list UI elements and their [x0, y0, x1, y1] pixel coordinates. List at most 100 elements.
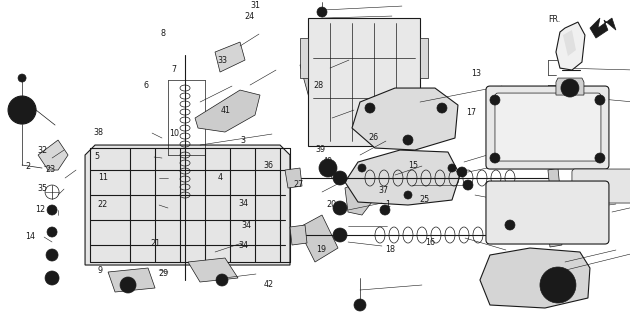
Polygon shape [85, 145, 290, 265]
Text: 14: 14 [25, 232, 35, 241]
Text: 28: 28 [314, 81, 324, 90]
Polygon shape [290, 225, 307, 245]
Text: 37: 37 [378, 186, 388, 195]
Text: 20: 20 [326, 200, 336, 209]
Text: 19: 19 [316, 245, 326, 254]
Polygon shape [556, 22, 585, 70]
Circle shape [553, 280, 563, 290]
Polygon shape [38, 140, 68, 170]
Circle shape [358, 164, 366, 172]
Circle shape [595, 153, 605, 163]
Text: 9: 9 [98, 266, 103, 275]
Circle shape [540, 267, 576, 303]
Circle shape [47, 205, 57, 215]
Text: 24: 24 [244, 12, 255, 20]
Circle shape [216, 274, 228, 286]
Polygon shape [345, 178, 375, 215]
Polygon shape [188, 258, 238, 282]
Text: 10: 10 [169, 129, 179, 138]
Circle shape [403, 135, 413, 145]
Text: 33: 33 [217, 56, 227, 65]
Text: 29: 29 [159, 269, 169, 278]
Text: 17: 17 [466, 108, 476, 117]
Text: 38: 38 [93, 128, 103, 137]
Circle shape [490, 95, 500, 105]
Circle shape [457, 167, 467, 177]
Text: 23: 23 [45, 165, 55, 174]
Text: 35: 35 [38, 184, 48, 193]
Text: 34: 34 [238, 241, 248, 250]
Text: 11: 11 [98, 173, 108, 182]
Text: 1: 1 [386, 200, 391, 209]
FancyBboxPatch shape [486, 86, 609, 169]
Circle shape [490, 153, 500, 163]
Text: 30: 30 [11, 109, 21, 118]
Text: 8: 8 [161, 29, 166, 38]
Polygon shape [300, 60, 335, 145]
Circle shape [501, 201, 509, 209]
Text: 27: 27 [293, 180, 303, 189]
Circle shape [47, 227, 57, 237]
Text: 3: 3 [241, 136, 246, 145]
Circle shape [18, 74, 26, 82]
Circle shape [365, 103, 375, 113]
Text: 39: 39 [315, 145, 325, 154]
Text: 42: 42 [263, 280, 273, 289]
Polygon shape [563, 30, 576, 56]
Circle shape [46, 249, 58, 261]
Text: 36: 36 [263, 161, 273, 170]
Text: 26: 26 [369, 133, 379, 142]
Circle shape [463, 180, 473, 190]
Text: 22: 22 [98, 200, 108, 209]
Polygon shape [548, 168, 560, 190]
Circle shape [380, 205, 390, 215]
Text: 5: 5 [94, 152, 100, 161]
Text: 4: 4 [217, 173, 222, 182]
Polygon shape [420, 38, 428, 78]
Text: 6: 6 [144, 81, 149, 90]
Polygon shape [215, 42, 245, 72]
Polygon shape [285, 168, 302, 188]
Circle shape [505, 220, 515, 230]
Text: 32: 32 [38, 146, 48, 155]
Text: 15: 15 [408, 161, 418, 170]
Polygon shape [480, 248, 590, 308]
Polygon shape [108, 268, 155, 292]
Text: 16: 16 [425, 238, 435, 247]
Circle shape [437, 103, 447, 113]
FancyBboxPatch shape [486, 181, 609, 244]
Circle shape [595, 95, 605, 105]
Text: FR.: FR. [548, 15, 560, 24]
Circle shape [45, 271, 59, 285]
Text: 12: 12 [35, 205, 45, 214]
Circle shape [333, 171, 347, 185]
Polygon shape [300, 38, 308, 78]
FancyBboxPatch shape [572, 169, 630, 203]
Circle shape [120, 277, 136, 293]
Text: 31: 31 [251, 1, 261, 10]
Polygon shape [556, 78, 584, 95]
Circle shape [317, 7, 327, 17]
Circle shape [333, 228, 347, 242]
Circle shape [8, 96, 36, 124]
Text: 2: 2 [25, 162, 30, 171]
Text: 40: 40 [323, 157, 333, 166]
Text: 13: 13 [471, 69, 481, 78]
Circle shape [333, 201, 347, 215]
Polygon shape [352, 88, 458, 150]
Polygon shape [345, 150, 460, 205]
Text: 34: 34 [238, 199, 248, 208]
Circle shape [561, 79, 579, 97]
Polygon shape [298, 215, 338, 262]
Text: 18: 18 [386, 245, 396, 254]
Text: 41: 41 [220, 106, 231, 115]
Text: 25: 25 [419, 195, 429, 204]
Circle shape [448, 164, 456, 172]
Polygon shape [195, 90, 260, 132]
Polygon shape [548, 225, 562, 247]
Text: 7: 7 [171, 65, 176, 74]
Circle shape [354, 299, 366, 311]
Text: 34: 34 [241, 221, 251, 230]
Circle shape [319, 159, 337, 177]
Polygon shape [590, 18, 616, 38]
